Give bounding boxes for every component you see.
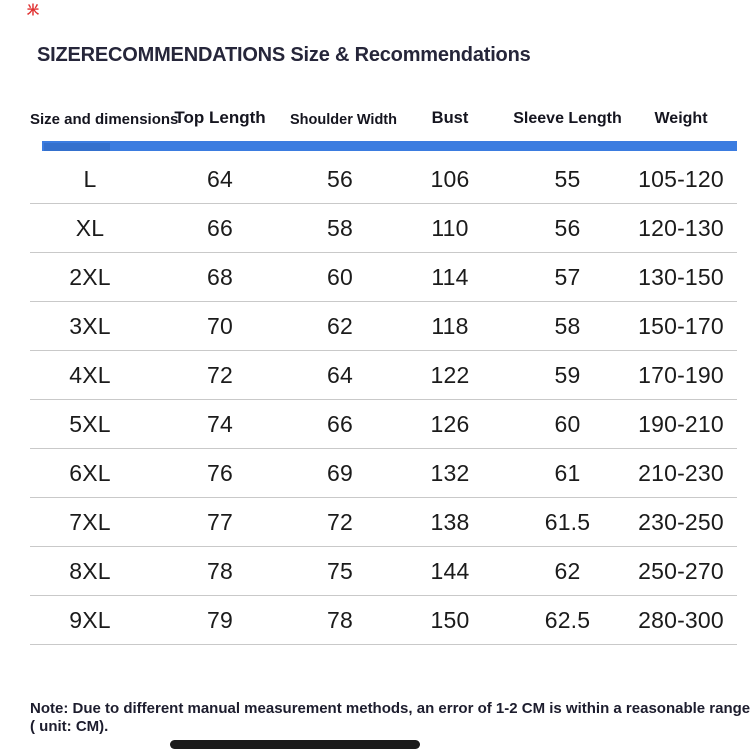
- table-cell: 78: [327, 606, 353, 633]
- table-cell: 62.5: [544, 606, 591, 633]
- size-table-header-row: Size and dimensions Top Length Shoulder Wi…: [30, 100, 737, 128]
- table-cell: 8XL: [69, 557, 111, 584]
- table-cell: 7XL: [69, 508, 111, 535]
- column-header: Shoulder Width: [290, 112, 397, 128]
- table-cell: 66: [207, 214, 233, 241]
- page-title: SIZERECOMMENDATIONS Size & Recommendatio…: [37, 44, 531, 66]
- table-cell: 144: [430, 557, 470, 584]
- table-cell: 66: [327, 410, 353, 437]
- header-underline-shade: [44, 143, 110, 151]
- table-row: 6XL 76 69 132 61 210-230: [30, 449, 737, 498]
- table-cell: 170-190: [638, 361, 724, 388]
- column-header: Top Length: [174, 108, 266, 127]
- size-table: Size and dimensions Top Length Shoulder Wi…: [30, 100, 737, 645]
- column-header: Weight: [654, 110, 708, 127]
- table-cell: 126: [430, 410, 470, 437]
- table-cell: 6XL: [69, 459, 111, 486]
- table-cell: 110: [431, 214, 469, 241]
- column-header: Bust: [431, 109, 469, 127]
- table-cell: 55: [554, 165, 581, 192]
- table-cell: 61: [554, 459, 581, 486]
- bottom-dark-bar: [170, 740, 420, 749]
- table-cell: 69: [327, 459, 353, 486]
- table-cell: 130-150: [638, 263, 724, 290]
- table-cell: 280-300: [638, 606, 724, 633]
- table-row: 4XL 72 64 122 59 170-190: [30, 351, 737, 400]
- size-table-body: L 64 56 106 55 105-120 XL 66 58 110 56 120-130 2XL 68…: [30, 155, 737, 645]
- table-cell: XL: [75, 214, 105, 241]
- table-cell: 150: [430, 606, 470, 633]
- table-cell: 118: [431, 312, 469, 339]
- red-watermark-mark: 米: [27, 3, 41, 17]
- note-line-1: Note: Due to different manual measuremen…: [30, 700, 750, 735]
- table-cell: 190-210: [638, 410, 724, 437]
- table-cell: L: [83, 165, 97, 192]
- table-cell: 3XL: [69, 312, 111, 339]
- table-cell: 79: [207, 606, 233, 633]
- table-cell: 59: [554, 361, 581, 388]
- table-cell: 4XL: [69, 361, 111, 388]
- table-cell: 56: [327, 165, 353, 192]
- table-row: 5XL 74 66 126 60 190-210: [30, 400, 737, 449]
- table-cell: 106: [430, 165, 470, 192]
- table-cell: 77: [207, 508, 233, 535]
- table-row: L 64 56 106 55 105-120: [30, 155, 737, 204]
- table-cell: 76: [207, 459, 233, 486]
- measurement-note: Note: Due to different manual measuremen…: [30, 700, 750, 736]
- table-cell: 60: [554, 410, 581, 437]
- table-row: 7XL 77 72 138 61.5 230-250: [30, 498, 737, 547]
- table-cell: 70: [207, 312, 233, 339]
- table-cell: 250-270: [638, 557, 724, 584]
- table-cell: 58: [554, 312, 581, 339]
- table-row: 3XL 70 62 118 58 150-170: [30, 302, 737, 351]
- table-cell: 62: [327, 312, 353, 339]
- column-header: Size and dimensions: [30, 111, 179, 128]
- table-cell: 210-230: [638, 459, 724, 486]
- table-cell: 230-250: [638, 508, 724, 535]
- table-cell: 150-170: [638, 312, 724, 339]
- table-cell: 68: [207, 263, 233, 290]
- table-cell: 114: [431, 263, 469, 290]
- table-cell: 72: [207, 361, 233, 388]
- table-cell: 75: [327, 557, 353, 584]
- table-cell: 5XL: [69, 410, 111, 437]
- table-cell: 120-130: [638, 214, 724, 241]
- note-line-2: unit: CM).: [39, 718, 109, 735]
- table-row: 9XL 79 78 150 62.5 280-300: [30, 596, 737, 645]
- table-cell: 64: [327, 361, 353, 388]
- table-cell: 72: [327, 508, 353, 535]
- table-cell: 2XL: [69, 263, 111, 290]
- table-row: XL 66 58 110 56 120-130: [30, 204, 737, 253]
- table-row: 8XL 78 75 144 62 250-270: [30, 547, 737, 596]
- table-cell: 64: [207, 165, 233, 192]
- table-cell: 74: [207, 410, 233, 437]
- table-cell: 61.5: [544, 508, 591, 535]
- column-header: Sleeve Length: [513, 110, 622, 127]
- table-cell: 62: [554, 557, 581, 584]
- table-row: 2XL 68 60 114 57 130-150: [30, 253, 737, 302]
- table-cell: 60: [327, 263, 353, 290]
- table-cell: 56: [554, 214, 581, 241]
- header-underline: [42, 141, 737, 151]
- table-cell: 138: [430, 508, 470, 535]
- table-cell: 58: [327, 214, 353, 241]
- table-cell: 122: [430, 361, 470, 388]
- table-cell: 57: [554, 263, 581, 290]
- table-cell: 78: [207, 557, 233, 584]
- table-cell: 132: [430, 459, 470, 486]
- table-cell: 105-120: [638, 165, 724, 192]
- table-cell: 9XL: [69, 606, 111, 633]
